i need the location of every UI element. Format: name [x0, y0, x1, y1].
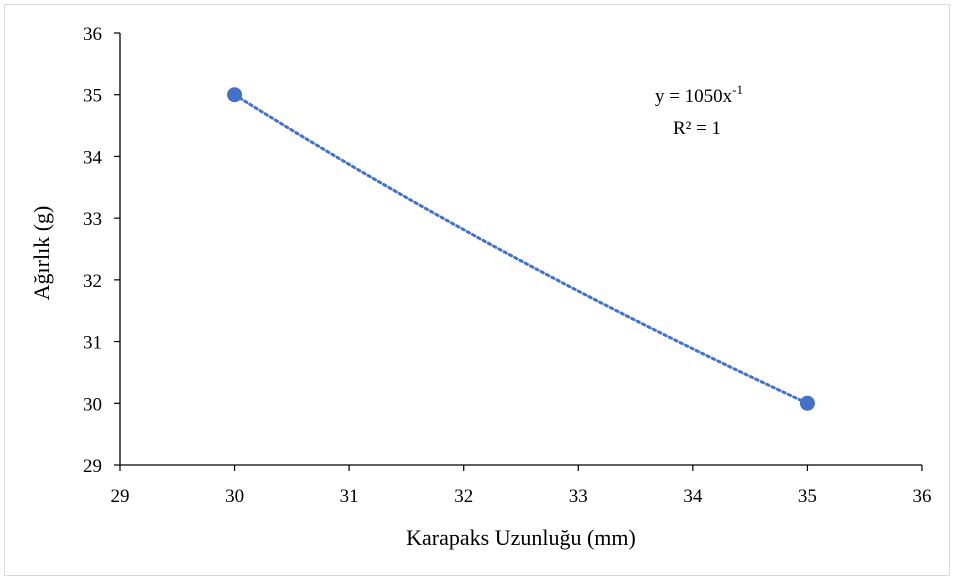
trendline-equation-exponent: -1: [732, 82, 743, 97]
y-tick-label: 35: [83, 86, 102, 107]
y-tick-labels: 29 30 31 32 33 34 35 36: [83, 24, 120, 477]
y-tick-label: 30: [83, 394, 102, 415]
x-axis-title: Karapaks Uzunluğu (mm): [406, 525, 636, 550]
power-trendline: [233, 93, 809, 405]
chart-frame: 29 30 31 32 33 34 35 36 29 30 31 32 33 34 35 36 y = 10…: [4, 4, 950, 576]
data-point-1: [227, 87, 243, 103]
y-tick-label: 32: [83, 271, 102, 292]
y-tick-label: 33: [83, 209, 102, 230]
data-point-2: [799, 395, 815, 411]
scatter-chart: 29 30 31 32 33 34 35 36 29 30 31 32 33 34 35 36 y = 10…: [29, 24, 932, 550]
x-tick-label: 33: [569, 486, 588, 507]
x-tick-label: 32: [454, 486, 473, 507]
y-tick-label: 36: [83, 24, 102, 45]
x-tick-label: 36: [913, 486, 932, 507]
x-tick-label: 30: [225, 486, 244, 507]
y-axis-title: Ağırlık (g): [29, 206, 54, 301]
x-tick-label: 29: [111, 486, 130, 507]
y-tick-label: 29: [83, 456, 102, 477]
x-tick-label: 34: [683, 486, 703, 507]
r-squared-label: R² = 1: [673, 118, 721, 139]
y-tick-label: 31: [83, 333, 102, 354]
trendline-equation: y = 1050x-1: [655, 82, 743, 107]
y-tick-label: 34: [83, 147, 103, 168]
x-tick-label: 31: [340, 486, 359, 507]
trendline-equation-text: y = 1050x: [655, 86, 733, 107]
data-points: [227, 87, 815, 411]
x-tick-labels: 29 30 31 32 33 34 35 36: [111, 465, 932, 507]
x-tick-label: 35: [798, 486, 817, 507]
